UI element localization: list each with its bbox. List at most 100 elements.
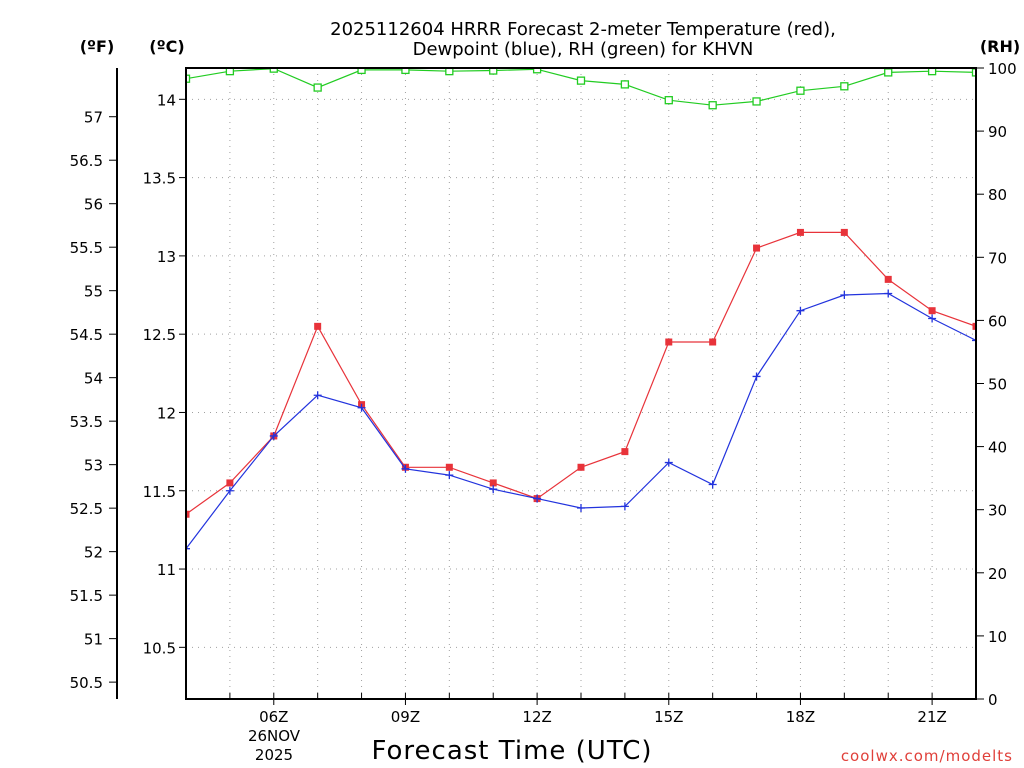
fahrenheit-tick-label: 54.5 (70, 326, 103, 344)
plot-frame (185, 67, 977, 700)
rh-point (357, 68, 366, 75)
rh-axis: 0 10 20 30 40 50 60 70 80 90 100 (976, 60, 1017, 709)
rh-point (186, 74, 191, 83)
rh-point (225, 68, 235, 76)
fahrenheit-tick-label: 55 (84, 283, 103, 301)
temperature-point (753, 244, 761, 252)
dewpoint-point (186, 544, 190, 553)
celsius-axis-header: (ºC) (149, 37, 184, 56)
x-axis: 06Z 09Z 12Z 15Z 18Z 21Z (185, 693, 977, 726)
fahrenheit-tick-label: 53.5 (70, 413, 103, 431)
fahrenheit-tick-label: 53 (84, 457, 103, 475)
temperature-point (314, 322, 322, 330)
chart-title-line-2: Dewpoint (blue), RH (green) for KHVN (413, 39, 754, 60)
rh-point (884, 68, 893, 77)
temperature-point (577, 463, 585, 471)
date-label-day: 26NOV (248, 727, 301, 745)
dewpoint-point (840, 291, 849, 300)
rh-point (752, 97, 761, 106)
celsius-axis: 10.5 11 11.5 12 12.5 13 13.5 14 (143, 91, 186, 657)
rh-tick-label: 50 (988, 376, 1007, 394)
rh-point (927, 68, 937, 76)
temperature-point (884, 275, 892, 283)
rh-point (532, 68, 542, 74)
temperature-point (445, 463, 453, 471)
fahrenheit-tick-label: 57 (84, 109, 103, 127)
celsius-tick-label: 11.5 (143, 483, 176, 501)
dewpoint-point (708, 480, 717, 489)
celsius-tick-label: 13.5 (143, 170, 176, 188)
dewpoint-point (269, 431, 278, 440)
dewpoint-point (884, 289, 893, 298)
rh-tick-label: 0 (988, 691, 998, 709)
rh-tick-label: 90 (988, 123, 1007, 141)
dewpoint-point (796, 306, 805, 315)
dewpoint-point (620, 502, 629, 511)
rh-tick-label: 70 (988, 249, 1007, 267)
x-tick-label: 12Z (522, 708, 551, 726)
rh-point (796, 86, 805, 95)
rh-point (971, 68, 976, 77)
fahrenheit-tick-label: 54 (84, 370, 103, 388)
temperature-line (186, 231, 976, 515)
temperature-point (665, 338, 673, 346)
dewpoint-point (928, 314, 937, 323)
rh-tick-label: 80 (988, 186, 1007, 204)
x-tick-label: 15Z (654, 708, 683, 726)
celsius-tick-label: 14 (157, 91, 176, 109)
temperature-point (840, 228, 848, 236)
rh-tick-label: 60 (988, 312, 1007, 330)
temperature-point (226, 479, 234, 487)
rh-tick-label: 40 (988, 439, 1007, 457)
grid-lines (186, 68, 976, 699)
dewpoint-point (664, 458, 673, 467)
celsius-tick-label: 10.5 (143, 639, 176, 657)
temperature-point (709, 338, 717, 346)
dewpoint-point (445, 471, 454, 480)
rh-series (186, 68, 976, 110)
dewpoint-point (225, 486, 234, 495)
x-axis-label: Forecast Time (UTC) (371, 736, 652, 766)
fahrenheit-tick-label: 55.5 (70, 239, 103, 257)
rh-point (576, 76, 586, 85)
x-tick-label: 21Z (917, 708, 946, 726)
rh-tick-label: 20 (988, 565, 1007, 583)
fahrenheit-tick-label: 50.5 (70, 674, 103, 692)
chart-title-line-1: 2025112604 HRRR Forecast 2-meter Tempera… (330, 19, 836, 40)
rh-tick-label: 10 (988, 628, 1007, 646)
rh-point (708, 101, 717, 110)
temperature-point (489, 479, 497, 487)
dewpoint-point (752, 372, 761, 381)
rh-point (664, 96, 673, 105)
rh-point (620, 80, 630, 89)
temperature-point (621, 448, 629, 456)
dewpoint-point (577, 503, 585, 512)
x-tick-label: 18Z (786, 708, 815, 726)
date-label-year: 2025 (255, 746, 293, 764)
rh-tick-label: 30 (988, 502, 1007, 520)
rh-point (489, 68, 498, 75)
celsius-tick-label: 12.5 (143, 326, 176, 344)
temperature-point (186, 510, 190, 518)
rh-point (445, 68, 454, 76)
fahrenheit-axis: 50.5 51 51.5 52 52.5 53 53.5 54 54.5 55 55.5 56 56.5… (70, 109, 117, 692)
x-tick-label: 09Z (391, 708, 420, 726)
dewpoint-point (972, 336, 976, 345)
rh-point (401, 68, 410, 75)
dewpoint-point (489, 485, 498, 494)
fahrenheit-tick-label: 56.5 (70, 152, 103, 170)
rh-axis-header: (RH) (980, 37, 1020, 56)
temperature-point (972, 322, 976, 330)
dewpoint-point (357, 403, 366, 412)
dewpoint-series (186, 289, 976, 553)
rh-tick-label: 100 (988, 60, 1017, 78)
dewpoint-point (313, 391, 322, 400)
dewpoint-point (533, 494, 542, 503)
temperature-point (796, 228, 804, 236)
data-series (186, 68, 976, 553)
fahrenheit-tick-label: 51 (84, 631, 103, 649)
temperature-point (928, 307, 936, 315)
rh-point (840, 82, 849, 91)
fahrenheit-axis-header: (ºF) (80, 37, 115, 56)
